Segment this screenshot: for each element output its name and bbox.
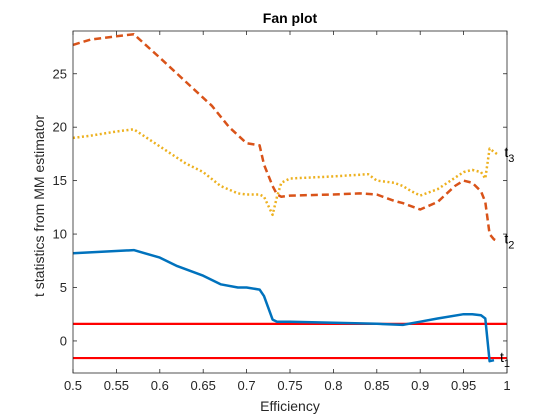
y-tick-label: 10	[53, 227, 67, 242]
ticks-layer: 0.5 0.55 0.6 0.65 0.7 0.75 0.8 0.85 0.9 0.95 10510…	[53, 31, 511, 393]
y-tick-label: 5	[60, 280, 67, 295]
x-tick-label: 0.5	[64, 378, 82, 393]
y-tick-label: 25	[53, 66, 67, 81]
x-tick-label: 0.6	[151, 378, 169, 393]
x-tick-label: 0.75	[277, 378, 302, 393]
x-tick-label: 0.9	[411, 378, 429, 393]
y-tick-label: 0	[60, 333, 67, 348]
x-tick-label: 0.85	[364, 378, 389, 393]
chart-title: Fan plot	[263, 10, 318, 26]
x-tick-label: 0.55	[104, 378, 129, 393]
labels-layer: Fan plot Efficiency t statistics from MM…	[31, 10, 514, 414]
series-line-t3	[72, 128, 500, 217]
x-tick-label: 0.7	[238, 378, 256, 393]
y-axis-label: t statistics from MM estimator	[31, 115, 47, 297]
series-label-t1: t1	[500, 349, 510, 370]
series-line-t2	[72, 32, 499, 243]
series-layer	[72, 32, 507, 363]
y-tick-label: 15	[53, 173, 67, 188]
x-tick-label: 0.8	[324, 378, 342, 393]
x-axis-label: Efficiency	[260, 398, 320, 414]
x-tick-label: 0.95	[451, 378, 476, 393]
x-tick-label: 0.65	[191, 378, 216, 393]
y-tick-label: 20	[53, 120, 67, 135]
series-label-t3: t3	[504, 144, 514, 165]
x-tick-label: 1	[503, 378, 510, 393]
series-label-t2: t2	[504, 231, 514, 252]
series-line-t1	[72, 248, 495, 363]
